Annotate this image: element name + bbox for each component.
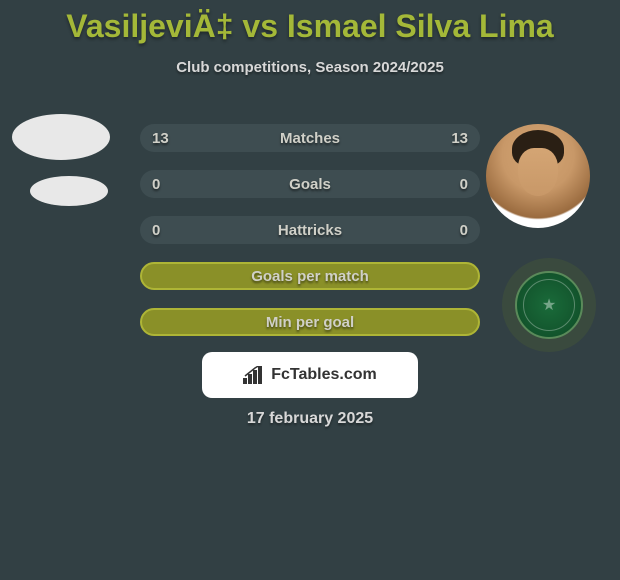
date-label: 17 february 2025 (0, 410, 620, 428)
chart-icon (243, 366, 265, 384)
player-left-avatar-2 (30, 176, 108, 206)
stat-right-value: 0 (460, 222, 468, 239)
stat-label: Min per goal (266, 314, 354, 331)
stat-right-value: 0 (460, 176, 468, 193)
comparison-title: VasiljeviÄ‡ vs Ismael Silva Lima (0, 0, 620, 45)
stat-right-value: 13 (451, 130, 468, 147)
player-left-avatar-1 (12, 114, 110, 160)
stat-left-value: 0 (152, 222, 160, 239)
stat-left-value: 0 (152, 176, 160, 193)
stat-label: Matches (280, 130, 340, 147)
stat-left-value: 13 (152, 130, 169, 147)
stat-row-matches: 13 Matches 13 (140, 124, 480, 152)
stat-row-hattricks: 0 Hattricks 0 (140, 216, 480, 244)
stat-label: Goals per match (251, 268, 369, 285)
stat-label: Goals (289, 176, 331, 193)
player-right-avatar (486, 124, 590, 228)
brand-text: FcTables.com (271, 366, 377, 384)
club-badge-inner (515, 271, 583, 339)
season-subtitle: Club competitions, Season 2024/2025 (0, 59, 620, 76)
stat-row-goals: 0 Goals 0 (140, 170, 480, 198)
stat-row-min-per-goal: Min per goal (140, 308, 480, 336)
stats-container: 13 Matches 13 0 Goals 0 0 Hattricks 0 Go… (140, 124, 480, 354)
club-badge-right (502, 258, 596, 352)
stat-label: Hattricks (278, 222, 342, 239)
brand-footer[interactable]: FcTables.com (202, 352, 418, 398)
stat-row-goals-per-match: Goals per match (140, 262, 480, 290)
